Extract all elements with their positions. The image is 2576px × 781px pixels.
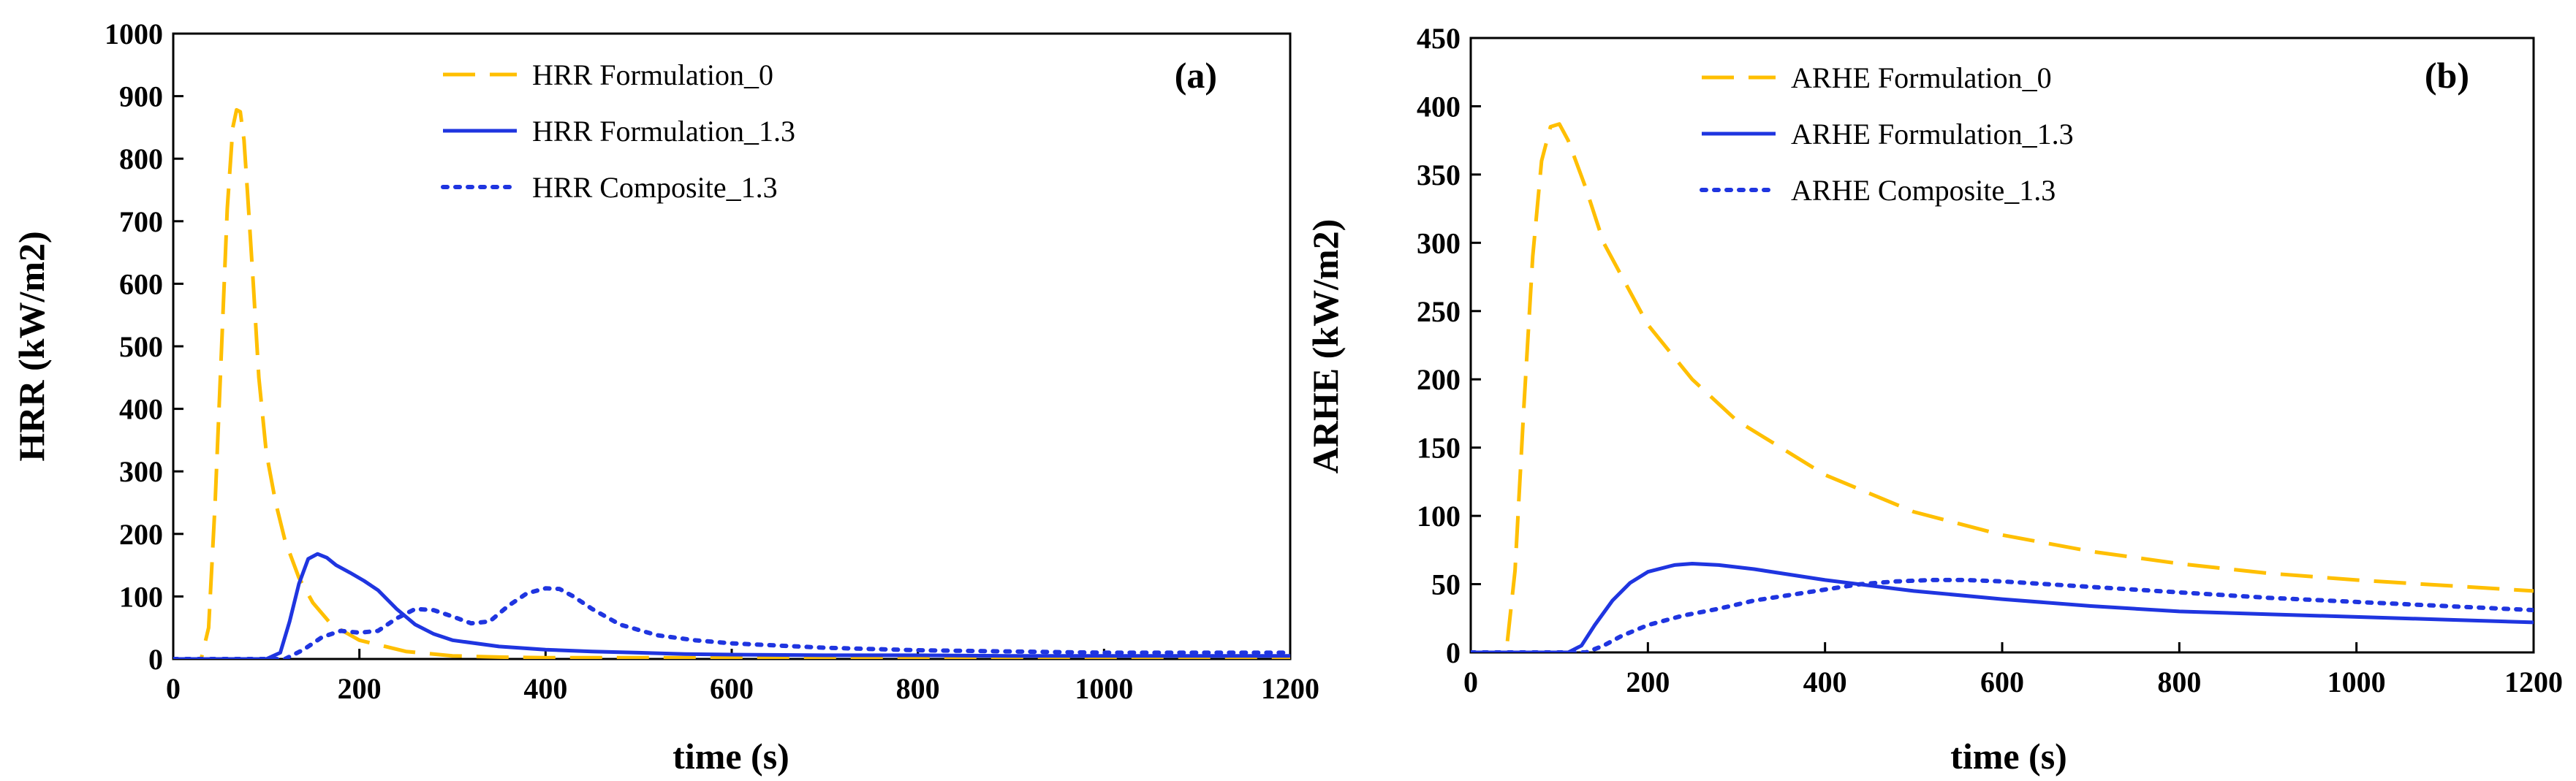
panel-label: (a): [1175, 55, 1217, 96]
y-tick-label: 600: [119, 267, 163, 300]
x-axis-title: time (s): [673, 736, 789, 777]
series-line-1: [173, 107, 1290, 659]
y-tick-label: 150: [1417, 432, 1461, 465]
y-tick-label: 700: [119, 205, 163, 238]
y-axis-title: HRR (kW/m2): [11, 231, 52, 461]
y-tick-label: 300: [119, 455, 163, 488]
x-tick-label: 200: [338, 672, 382, 705]
y-tick-label: 200: [119, 518, 163, 551]
y-tick-label: 50: [1431, 568, 1461, 601]
x-tick-label: 600: [710, 672, 754, 705]
y-tick-label: 300: [1417, 226, 1461, 259]
legend-label: ARHE Composite_1.3: [1791, 174, 2056, 207]
y-tick-label: 200: [1417, 363, 1461, 396]
x-tick-label: 800: [896, 672, 940, 705]
legend-label: ARHE Formulation_1.3: [1791, 118, 2074, 151]
y-tick-label: 800: [119, 142, 163, 175]
series-line-2: [173, 552, 1290, 659]
y-tick-label: 450: [1417, 22, 1461, 55]
y-tick-label: 1000: [105, 18, 163, 50]
panel-label: (b): [2425, 55, 2469, 96]
y-tick-label: 900: [119, 80, 163, 113]
y-axis-title: ARHE (kW/m2): [1305, 219, 1346, 474]
y-tick-label: 100: [1417, 500, 1461, 533]
series-line-3: [1471, 577, 2534, 652]
y-tick-label: 250: [1417, 295, 1461, 328]
x-tick-label: 200: [1626, 666, 1670, 698]
x-tick-label: 0: [166, 672, 181, 705]
y-tick-label: 0: [148, 643, 163, 676]
x-tick-label: 0: [1463, 666, 1478, 698]
x-tick-label: 1000: [2327, 666, 2386, 698]
y-tick-label: 500: [119, 330, 163, 363]
legend-label: HRR Composite_1.3: [532, 171, 778, 204]
x-axis-title: time (s): [1950, 736, 2067, 777]
series-line-2: [1471, 562, 2534, 652]
series-line-1: [1471, 122, 2534, 652]
x-tick-label: 1200: [1261, 672, 1319, 705]
y-tick-label: 100: [119, 580, 163, 613]
chart-panel-a: 0 100 200 300 400 500 600 700 800 900 1000 0 200 400 6…: [11, 18, 1319, 777]
x-tick-label: 400: [1803, 666, 1847, 698]
x-tick-label: 400: [523, 672, 567, 705]
legend-label: HRR Formulation_1.3: [532, 115, 795, 148]
y-tick-label: 400: [119, 393, 163, 426]
y-tick-label: 0: [1446, 636, 1461, 669]
x-tick-label: 1200: [2504, 666, 2563, 698]
x-tick-label: 800: [2157, 666, 2201, 698]
y-tick-label: 400: [1417, 90, 1461, 123]
x-tick-label: 600: [1980, 666, 2024, 698]
series-line-3: [173, 586, 1290, 659]
legend-label: HRR Formulation_0: [532, 58, 773, 91]
x-tick-label: 1000: [1075, 672, 1133, 705]
legend-label: ARHE Formulation_0: [1791, 61, 2052, 94]
chart-panel-b: 0 50 100 150 200 250 300 350 400 450 0 200 400 600 800…: [1305, 22, 2563, 777]
y-tick-label: 350: [1417, 159, 1461, 191]
